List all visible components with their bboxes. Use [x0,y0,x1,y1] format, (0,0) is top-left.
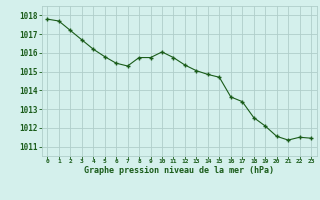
X-axis label: Graphe pression niveau de la mer (hPa): Graphe pression niveau de la mer (hPa) [84,166,274,175]
